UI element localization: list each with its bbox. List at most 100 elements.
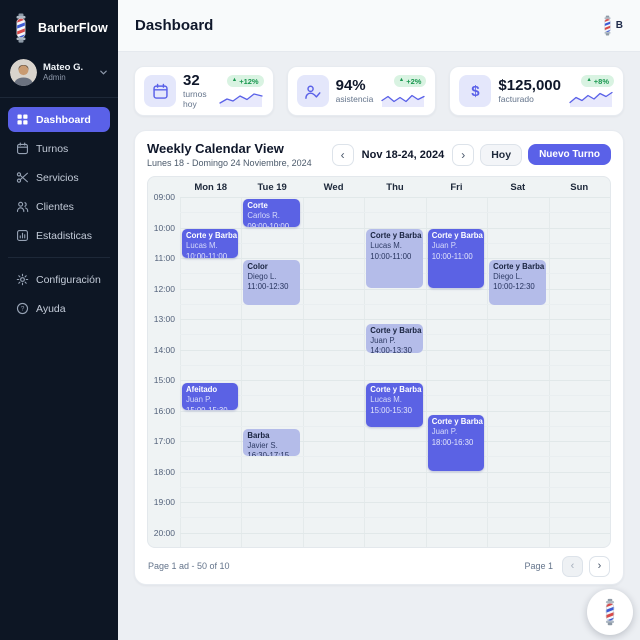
stats-row: 32 turnos hoy ▲ +12% [134, 66, 624, 116]
grid-hour-line [180, 502, 610, 503]
help-icon: ? [16, 302, 29, 315]
calendar-event[interactable]: Corte y Barba Diego L. 10:00-12:30 [489, 259, 546, 306]
event-title: Corte y Barba [493, 261, 545, 271]
grid-hour-line [180, 441, 610, 442]
stat-label: turnos hoy [183, 89, 207, 110]
grid-hour-line [180, 532, 610, 534]
sparkline [381, 94, 426, 107]
hour-label: 10:00 [153, 222, 175, 233]
stat-card-turnos: 32 turnos hoy ▲ +12% [134, 66, 274, 116]
pagination-next-button[interactable]: › [589, 555, 610, 577]
calendar-event[interactable]: Corte y Barba Juan P. 14:00-13:30 [366, 323, 423, 353]
sparkline-line [218, 93, 263, 104]
calendar-event[interactable]: Corte y Barba Lucas M. 15:00-15:30 [366, 383, 423, 428]
sparkline-fill [570, 92, 612, 107]
weekly-calendar-card: Weekly Calendar View Lunes 18 - Domingo … [134, 130, 624, 585]
chevron-left-icon: ‹ [340, 147, 345, 162]
hour-label: 18:00 [153, 466, 175, 477]
event-person: Juan P. [370, 335, 396, 345]
hour-label: 20:00 [153, 527, 175, 538]
user-menu[interactable]: Mateo G. Admin [0, 52, 118, 98]
calendar-grid-body: 09:00 10:00 11:00 12:00 13:00 14:00 15:00 16:00… [148, 192, 610, 547]
calendar-event[interactable]: Corte y Barba Juan P. 10:00-11:00 [427, 229, 485, 289]
sidebar-item-estadisticas[interactable]: Estadisticas [8, 223, 110, 248]
calendar-event[interactable]: Afeitado Juan P. 15:00-15:30 [182, 383, 239, 411]
page-title: Dashboard [135, 17, 214, 34]
gear-icon [16, 273, 29, 286]
sidebar-item-ayuda[interactable]: ? Ayuda [8, 296, 110, 321]
stat-label: facturado [498, 94, 534, 105]
calendar-event[interactable]: Corte Carlos R. 09:00-10:00 [243, 199, 300, 228]
event-person: Diego L. [493, 271, 523, 281]
stat-card-facturado: $ $125,000 facturado ▲ +8% [449, 66, 624, 116]
sparkline-line [569, 91, 613, 104]
event-title: Corte [247, 201, 268, 211]
calendar-event[interactable]: Corte y Barba Lucas M. 10:00-11:00 [366, 229, 423, 289]
sparkline [218, 93, 263, 107]
grid-hour-line [180, 197, 610, 198]
event-person: Juan P. [186, 395, 212, 405]
calendar-grid: Mon 18 Tue 19 Wed Thu Fri Sat Sun 09:00 10:00 11… [147, 176, 611, 548]
hour-label: 19:00 [153, 497, 175, 507]
event-person: Diego L. [247, 271, 277, 281]
page-label: Page 1 [524, 561, 553, 571]
barber-pole-icon [600, 598, 620, 626]
event-time: 15:00-15:30 [370, 405, 412, 415]
delta-badge: ▲ +2% [393, 75, 427, 87]
calendar-event[interactable]: Corte y Barba Lucas M. 10:00-11:00 [182, 229, 239, 258]
new-appointment-button[interactable]: Nuevo Turno [528, 144, 611, 165]
pagination-prev-button[interactable]: ‹ [562, 555, 583, 577]
calendar-subtitle: Lunes 18 - Domingo 24 Noviembre, 2024 [147, 158, 312, 168]
sidebar-item-clientes[interactable]: Clientes [8, 194, 110, 219]
event-title: Corte y Barba [431, 417, 483, 427]
sidebar-item-servicios[interactable]: Servicios [8, 165, 110, 190]
brand-letter: B [615, 20, 623, 31]
prev-week-button[interactable]: ‹ [331, 143, 354, 166]
day-header-thu: Thu [386, 182, 404, 193]
event-title: Corte y Barba [431, 231, 483, 241]
sidebar-item-label: Estadisticas [36, 229, 93, 242]
user-name: Mateo G. [43, 61, 84, 73]
event-person: Lucas M. [370, 395, 402, 405]
sidebar-item-turnos[interactable]: Turnos [8, 136, 110, 161]
hour-label: 12:00 [153, 283, 175, 294]
delta-badge: ▲ +12% [226, 75, 264, 87]
calendar-event[interactable]: Barba Javier S. 16:30-17:15 [243, 428, 300, 457]
event-time: 15:00-15:30 [186, 405, 228, 411]
calendar-header: Weekly Calendar View Lunes 18 - Domingo … [135, 131, 623, 176]
event-person: Lucas M. [186, 241, 218, 251]
grid-column-line [364, 197, 366, 547]
grid-column-line [302, 197, 304, 547]
next-week-button[interactable]: › [452, 143, 475, 166]
up-arrow-icon: ▲ [586, 77, 592, 84]
event-time: 11:00-12:30 [247, 282, 289, 292]
up-arrow-icon: ▲ [398, 77, 405, 84]
event-time: 10:00-11:00 [186, 251, 228, 258]
grid-half-hour-line [180, 303, 610, 305]
sidebar-item-dashboard[interactable]: Dashboard [8, 107, 110, 132]
grid-hour-line [180, 471, 610, 473]
today-button[interactable]: Hoy [480, 143, 523, 166]
event-time: 18:00-16:30 [431, 437, 474, 447]
day-header-sun: Sun [570, 182, 589, 193]
calendar-event[interactable]: Color Diego L. 11:00-12:30 [243, 259, 300, 306]
sidebar-divider [8, 257, 110, 258]
grid-column-line [548, 197, 550, 547]
hour-label: 15:00 [153, 375, 175, 385]
stat-value: 94% [335, 76, 366, 94]
sidebar-item-label: Servicios [36, 171, 79, 184]
sidebar-item-configuracion[interactable]: Configuración [8, 267, 110, 292]
dollar-icon: $ [459, 75, 492, 107]
barber-pole-fab[interactable] [587, 589, 633, 635]
stat-value: $125,000 [498, 76, 561, 94]
sparkline-fill [382, 95, 425, 107]
hour-label: 17:00 [153, 436, 175, 446]
event-person: Juan P. [431, 427, 458, 437]
attendance-check-icon [296, 75, 329, 107]
sparkline-fill [219, 94, 262, 107]
grid-half-hour-line [180, 486, 610, 488]
grid-column-line [241, 197, 243, 547]
avatar [10, 59, 37, 86]
chevron-down-icon [99, 68, 108, 77]
calendar-event[interactable]: Corte y Barba Juan P. 18:00-16:30 [427, 415, 485, 472]
